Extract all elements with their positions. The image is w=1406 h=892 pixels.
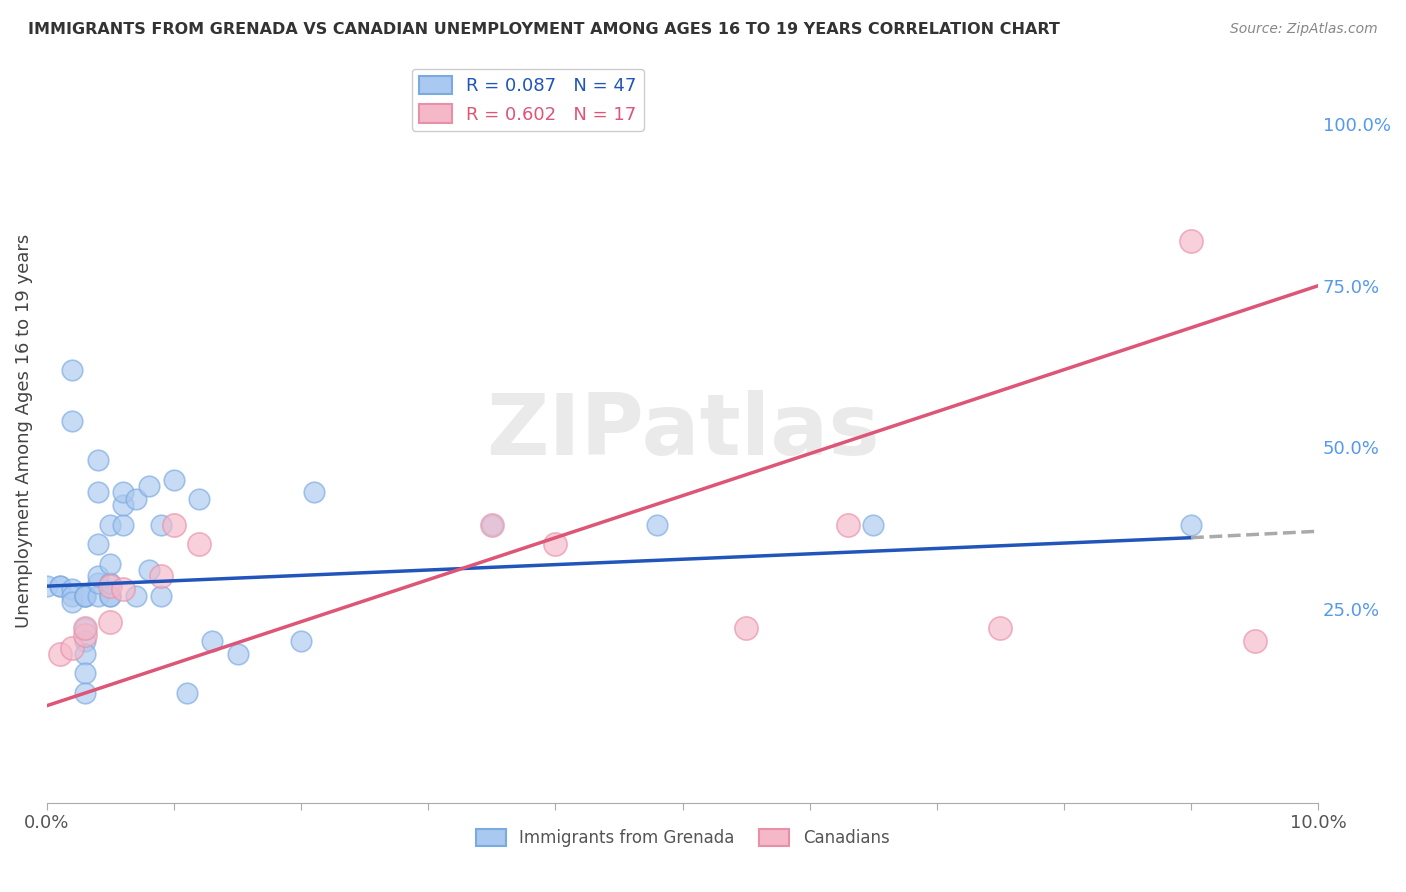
- Point: [1180, 517, 1202, 532]
- Point: [112, 485, 135, 500]
- Point: [176, 686, 198, 700]
- Point: [112, 517, 135, 532]
- Point: [100, 557, 122, 571]
- Point: [73, 686, 96, 700]
- Point: [87, 485, 110, 500]
- Point: [163, 473, 186, 487]
- Point: [1243, 634, 1265, 648]
- Point: [290, 634, 312, 648]
- Point: [87, 453, 110, 467]
- Point: [100, 579, 122, 593]
- Point: [226, 647, 249, 661]
- Point: [188, 491, 211, 506]
- Point: [73, 621, 96, 635]
- Text: ZIPatlas: ZIPatlas: [485, 390, 879, 473]
- Point: [100, 576, 122, 591]
- Point: [100, 517, 122, 532]
- Point: [138, 563, 160, 577]
- Point: [163, 517, 186, 532]
- Point: [837, 517, 859, 532]
- Point: [73, 621, 96, 635]
- Text: IMMIGRANTS FROM GRENADA VS CANADIAN UNEMPLOYMENT AMONG AGES 16 TO 19 YEARS CORRE: IMMIGRANTS FROM GRENADA VS CANADIAN UNEM…: [28, 22, 1060, 37]
- Point: [645, 517, 668, 532]
- Point: [60, 640, 83, 655]
- Point: [988, 621, 1011, 635]
- Point: [60, 414, 83, 428]
- Point: [150, 589, 173, 603]
- Point: [150, 517, 173, 532]
- Point: [73, 589, 96, 603]
- Point: [60, 582, 83, 597]
- Point: [73, 647, 96, 661]
- Point: [87, 537, 110, 551]
- Point: [188, 537, 211, 551]
- Point: [481, 517, 503, 532]
- Legend: R = 0.087   N = 47, R = 0.602   N = 17: R = 0.087 N = 47, R = 0.602 N = 17: [412, 69, 644, 131]
- Point: [35, 579, 58, 593]
- Point: [862, 517, 884, 532]
- Point: [112, 582, 135, 597]
- Point: [150, 569, 173, 583]
- Point: [60, 362, 83, 376]
- Point: [73, 589, 96, 603]
- Point: [100, 615, 122, 629]
- Point: [73, 627, 96, 641]
- Point: [73, 666, 96, 681]
- Point: [125, 491, 148, 506]
- Point: [125, 589, 148, 603]
- Point: [48, 647, 70, 661]
- Point: [60, 595, 83, 609]
- Point: [73, 634, 96, 648]
- Point: [544, 537, 567, 551]
- Point: [302, 485, 325, 500]
- Point: [138, 479, 160, 493]
- Point: [73, 589, 96, 603]
- Point: [87, 576, 110, 591]
- Point: [100, 589, 122, 603]
- Point: [481, 517, 503, 532]
- Point: [735, 621, 758, 635]
- Point: [48, 579, 70, 593]
- Point: [112, 499, 135, 513]
- Text: Source: ZipAtlas.com: Source: ZipAtlas.com: [1230, 22, 1378, 37]
- Point: [87, 589, 110, 603]
- Y-axis label: Unemployment Among Ages 16 to 19 years: Unemployment Among Ages 16 to 19 years: [15, 234, 32, 628]
- Point: [1180, 234, 1202, 248]
- Point: [100, 589, 122, 603]
- Point: [87, 569, 110, 583]
- Point: [201, 634, 224, 648]
- Point: [60, 589, 83, 603]
- Point: [48, 579, 70, 593]
